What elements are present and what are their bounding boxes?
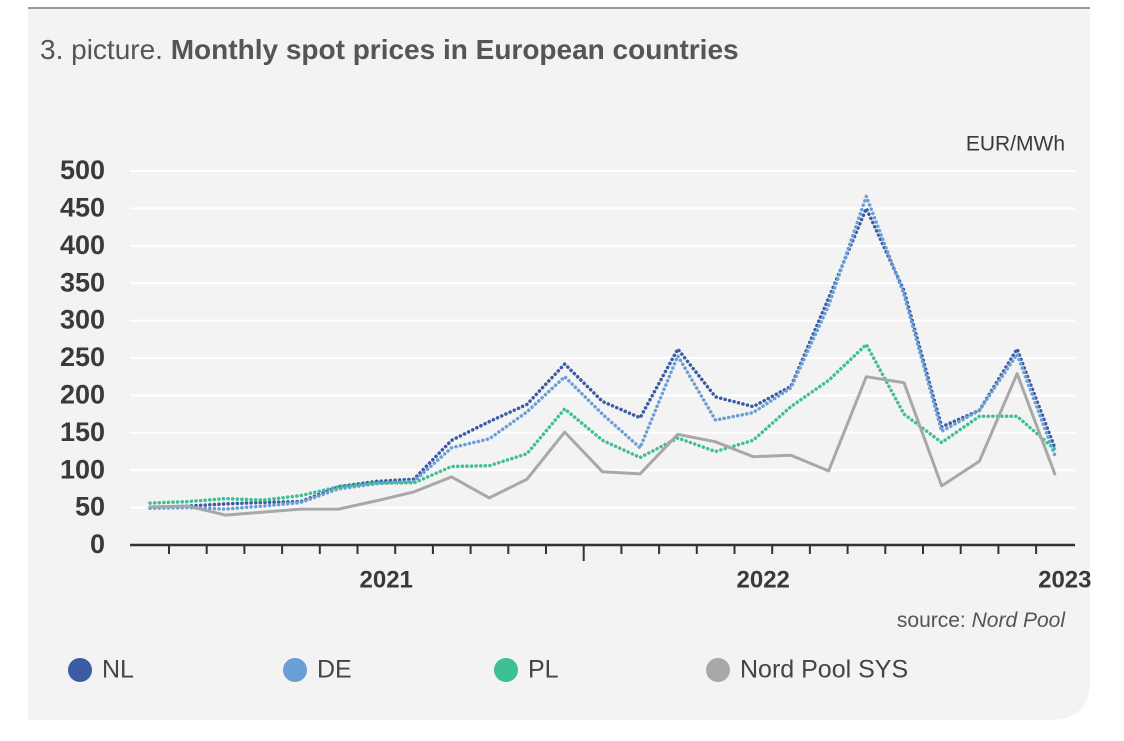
title-main: Monthly spot prices in European countrie… — [171, 34, 739, 65]
y-tick-label: 400 — [60, 230, 105, 260]
card — [28, 8, 1090, 720]
y-tick-label: 350 — [60, 267, 105, 297]
source-label: source: — [897, 609, 966, 632]
source-name: Nord Pool — [972, 609, 1067, 632]
legend-swatch — [283, 658, 307, 682]
y-tick-label: 250 — [60, 342, 105, 372]
legend-label: NL — [102, 656, 134, 684]
title-prefix: 3. picture. — [40, 34, 163, 65]
legend-swatch — [706, 658, 730, 682]
series-line — [148, 194, 1057, 511]
y-tick-label: 500 — [60, 155, 105, 185]
x-tick-label: 2021 — [360, 566, 413, 593]
legend-swatch — [68, 658, 92, 682]
legend-label: PL — [528, 656, 559, 684]
y-tick-label: 200 — [60, 380, 105, 410]
x-tick-label: 2023 — [1038, 566, 1091, 593]
y-tick-label: 100 — [60, 454, 105, 484]
y-tick-label: 300 — [60, 305, 105, 335]
y-tick-label: 50 — [75, 492, 105, 522]
series-line — [148, 342, 1057, 505]
legend-label: DE — [317, 656, 352, 684]
series-line — [148, 372, 1057, 517]
legend-swatch — [494, 658, 518, 682]
legend-label: Nord Pool SYS — [740, 656, 908, 684]
x-tick-label: 2022 — [737, 566, 790, 593]
source: source: Nord Pool — [897, 609, 1066, 632]
chart-title: 3. picture. Monthly spot prices in Europ… — [40, 34, 739, 65]
unit-label: EUR/MWh — [966, 133, 1065, 156]
y-tick-label: 450 — [60, 193, 105, 223]
y-tick-label: 150 — [60, 417, 105, 447]
y-tick-label: 0 — [90, 529, 105, 559]
